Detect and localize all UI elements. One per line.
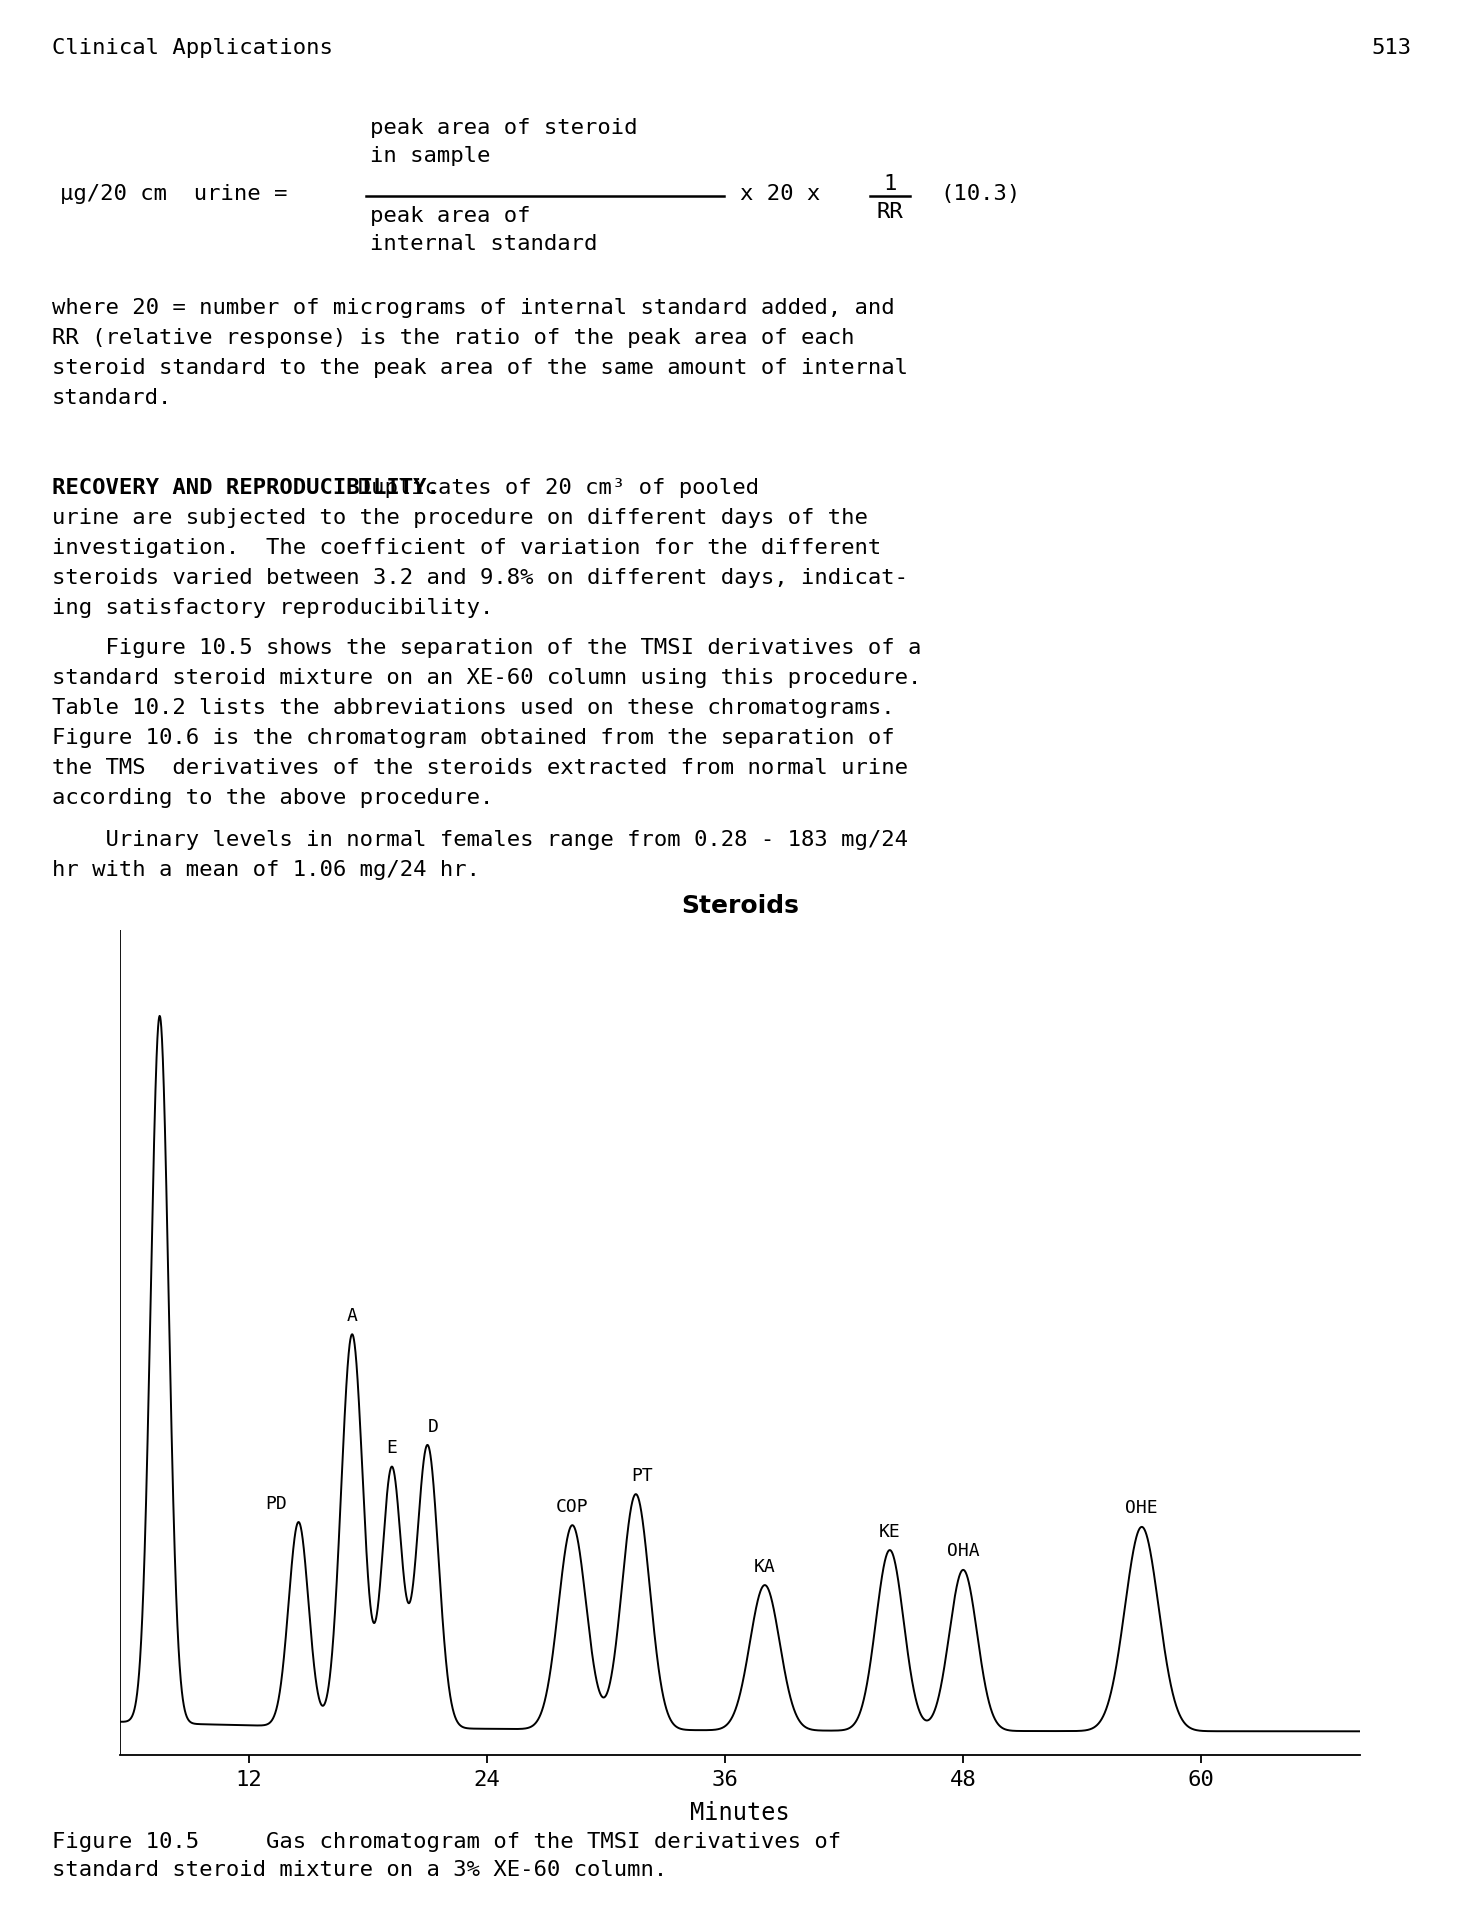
Text: PD: PD: [265, 1495, 287, 1512]
Text: peak area of steroid: peak area of steroid: [370, 118, 637, 137]
Text: internal standard: internal standard: [370, 235, 597, 254]
Text: steroid standard to the peak area of the same amount of internal: steroid standard to the peak area of the…: [53, 359, 908, 378]
Text: PT: PT: [631, 1466, 653, 1485]
Text: in sample: in sample: [370, 145, 490, 166]
Text: x 20 x: x 20 x: [739, 183, 820, 204]
Text: Figure 10.5 shows the separation of the TMSI derivatives of a: Figure 10.5 shows the separation of the …: [53, 638, 921, 659]
Text: COP: COP: [556, 1499, 589, 1516]
Text: Clinical Applications: Clinical Applications: [53, 38, 332, 57]
Text: OHE: OHE: [1126, 1499, 1158, 1518]
Text: Figure 10.5     Gas chromatogram of the TMSI derivatives of: Figure 10.5 Gas chromatogram of the TMSI…: [53, 1833, 842, 1852]
Text: standard steroid mixture on an XE-60 column using this procedure.: standard steroid mixture on an XE-60 col…: [53, 668, 921, 687]
Text: D: D: [427, 1418, 439, 1436]
Text: hr with a mean of 1.06 mg/24 hr.: hr with a mean of 1.06 mg/24 hr.: [53, 859, 480, 880]
Text: OHA: OHA: [947, 1542, 979, 1560]
Text: RECOVERY AND REPRODUCIBILITY.: RECOVERY AND REPRODUCIBILITY.: [53, 477, 439, 498]
Text: investigation.  The coefficient of variation for the different: investigation. The coefficient of variat…: [53, 538, 881, 557]
Text: E: E: [386, 1439, 397, 1457]
Text: 513: 513: [1372, 38, 1411, 57]
Text: peak area of: peak area of: [370, 206, 530, 225]
Text: where 20 = number of micrograms of internal standard added, and: where 20 = number of micrograms of inter…: [53, 298, 895, 319]
Text: steroids varied between 3.2 and 9.8% on different days, indicat-: steroids varied between 3.2 and 9.8% on …: [53, 569, 908, 588]
Text: the TMS  derivatives of the steroids extracted from normal urine: the TMS derivatives of the steroids extr…: [53, 758, 908, 779]
Text: RR: RR: [877, 202, 903, 221]
Text: Table 10.2 lists the abbreviations used on these chromatograms.: Table 10.2 lists the abbreviations used …: [53, 699, 895, 718]
Text: according to the above procedure.: according to the above procedure.: [53, 788, 493, 808]
Title: Steroids: Steroids: [681, 893, 799, 918]
Text: Figure 10.6 is the chromatogram obtained from the separation of: Figure 10.6 is the chromatogram obtained…: [53, 727, 895, 748]
Text: standard.: standard.: [53, 388, 173, 409]
Text: urine are subjected to the procedure on different days of the: urine are subjected to the procedure on …: [53, 508, 868, 529]
Text: 1: 1: [883, 174, 896, 195]
Text: Duplicates of 20 cm³ of pooled: Duplicates of 20 cm³ of pooled: [331, 477, 758, 498]
Text: μg/20 cm  urine =: μg/20 cm urine =: [60, 183, 287, 204]
Text: ing satisfactory reproducibility.: ing satisfactory reproducibility.: [53, 598, 493, 619]
Text: standard steroid mixture on a 3% XE-60 column.: standard steroid mixture on a 3% XE-60 c…: [53, 1859, 668, 1880]
Text: A: A: [347, 1308, 357, 1325]
Text: (10.3): (10.3): [940, 183, 1020, 204]
Text: KA: KA: [754, 1558, 776, 1575]
Text: RR (relative response) is the ratio of the peak area of each: RR (relative response) is the ratio of t…: [53, 328, 855, 347]
X-axis label: Minutes: Minutes: [690, 1802, 791, 1825]
Text: KE: KE: [878, 1523, 900, 1541]
Text: Urinary levels in normal females range from 0.28 - 183 mg/24: Urinary levels in normal females range f…: [53, 830, 908, 850]
